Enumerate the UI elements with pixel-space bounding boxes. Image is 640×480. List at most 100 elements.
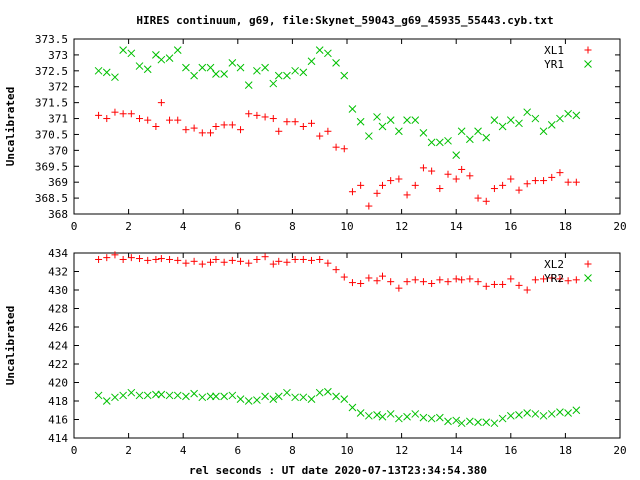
data-point (220, 392, 229, 401)
marker-stroke (348, 105, 357, 113)
x-tick-label: 8 (289, 444, 296, 457)
marker-stroke (403, 412, 411, 421)
data-point (474, 127, 482, 136)
data-point (482, 197, 490, 205)
data-point (403, 116, 411, 124)
marker-stroke (482, 418, 491, 427)
series-yr1 (94, 46, 581, 159)
data-point (457, 419, 466, 428)
data-point (452, 151, 461, 159)
data-point (444, 417, 452, 426)
marker-stroke (564, 409, 572, 417)
data-point (547, 410, 556, 418)
x-tick-label: 4 (180, 444, 187, 457)
data-point (103, 115, 111, 123)
data-point (152, 390, 160, 399)
marker-stroke (515, 411, 523, 419)
marker-stroke (506, 116, 515, 124)
data-point (340, 145, 348, 153)
marker-stroke (340, 395, 349, 404)
data-point (324, 127, 332, 135)
data-point (444, 278, 452, 286)
marker-stroke (182, 392, 190, 401)
x-tick-label: 6 (234, 444, 241, 457)
data-point (119, 110, 127, 118)
bottom-panel: 0 2 4 6 8 10 12 14 16 18 20 414 416 418 420 422 424 426 42… (4, 247, 627, 457)
data-point (458, 276, 466, 284)
data-point (212, 123, 220, 130)
data-point (324, 387, 332, 396)
series-xl2 (95, 251, 580, 294)
data-point (373, 189, 381, 197)
data-point (466, 172, 474, 180)
marker-stroke (547, 410, 556, 418)
data-point (198, 393, 207, 402)
data-point (332, 143, 340, 151)
data-point (283, 71, 291, 80)
marker-stroke (220, 70, 229, 78)
data-point (452, 275, 460, 283)
marker-stroke (572, 111, 581, 120)
data-point (411, 410, 420, 418)
data-point (190, 257, 198, 265)
data-point (119, 391, 127, 400)
data-point (435, 413, 444, 422)
y-tick-label: 373 (48, 49, 68, 62)
data-point (499, 280, 507, 288)
marker-stroke (427, 414, 436, 423)
data-point (531, 276, 539, 284)
data-point (419, 129, 428, 137)
data-point (498, 414, 507, 423)
data-point (507, 275, 515, 283)
data-point (236, 395, 245, 404)
data-point (291, 255, 299, 263)
marker-stroke (206, 392, 215, 401)
data-point (198, 260, 206, 268)
top-panel: 0 2 4 6 8 10 12 14 16 18 20 368 368.5 369 369.5 370 370.… (4, 33, 627, 233)
x-tick-label: 4 (180, 220, 187, 233)
data-point (515, 186, 523, 194)
marker-stroke (315, 388, 324, 397)
data-point (94, 66, 103, 75)
data-point (174, 116, 182, 124)
data-point (166, 116, 174, 124)
data-point (387, 177, 395, 185)
data-point (436, 276, 444, 284)
data-point (182, 392, 190, 401)
data-point (283, 388, 291, 397)
data-point (332, 392, 340, 401)
marker-stroke (356, 117, 365, 126)
data-point (498, 122, 507, 131)
data-point (111, 73, 119, 82)
marker-stroke (315, 46, 324, 54)
data-point (436, 185, 444, 193)
data-point (356, 117, 365, 126)
data-point (244, 397, 253, 405)
marker-stroke (457, 127, 466, 136)
x-tick-label: 14 (450, 444, 464, 457)
marker-stroke (324, 387, 332, 396)
marker-stroke (584, 274, 592, 282)
data-point (435, 138, 444, 147)
marker-stroke (274, 392, 283, 401)
marker-stroke (395, 414, 403, 423)
data-point (166, 255, 174, 263)
x-tick-label: 0 (71, 220, 78, 233)
data-point (316, 132, 324, 140)
marker-stroke (419, 413, 428, 422)
data-point (245, 259, 253, 267)
marker-stroke (348, 403, 357, 412)
y-tick-label: 420 (48, 377, 68, 390)
marker-stroke (386, 116, 395, 124)
data-point (182, 63, 190, 72)
marker-stroke (523, 108, 532, 117)
data-point (357, 181, 365, 189)
data-point (427, 414, 436, 423)
data-point (283, 118, 291, 126)
data-point (261, 113, 269, 121)
x-tick-label: 18 (559, 444, 572, 457)
data-point (444, 170, 452, 178)
data-point (427, 138, 436, 147)
data-point (261, 392, 269, 401)
